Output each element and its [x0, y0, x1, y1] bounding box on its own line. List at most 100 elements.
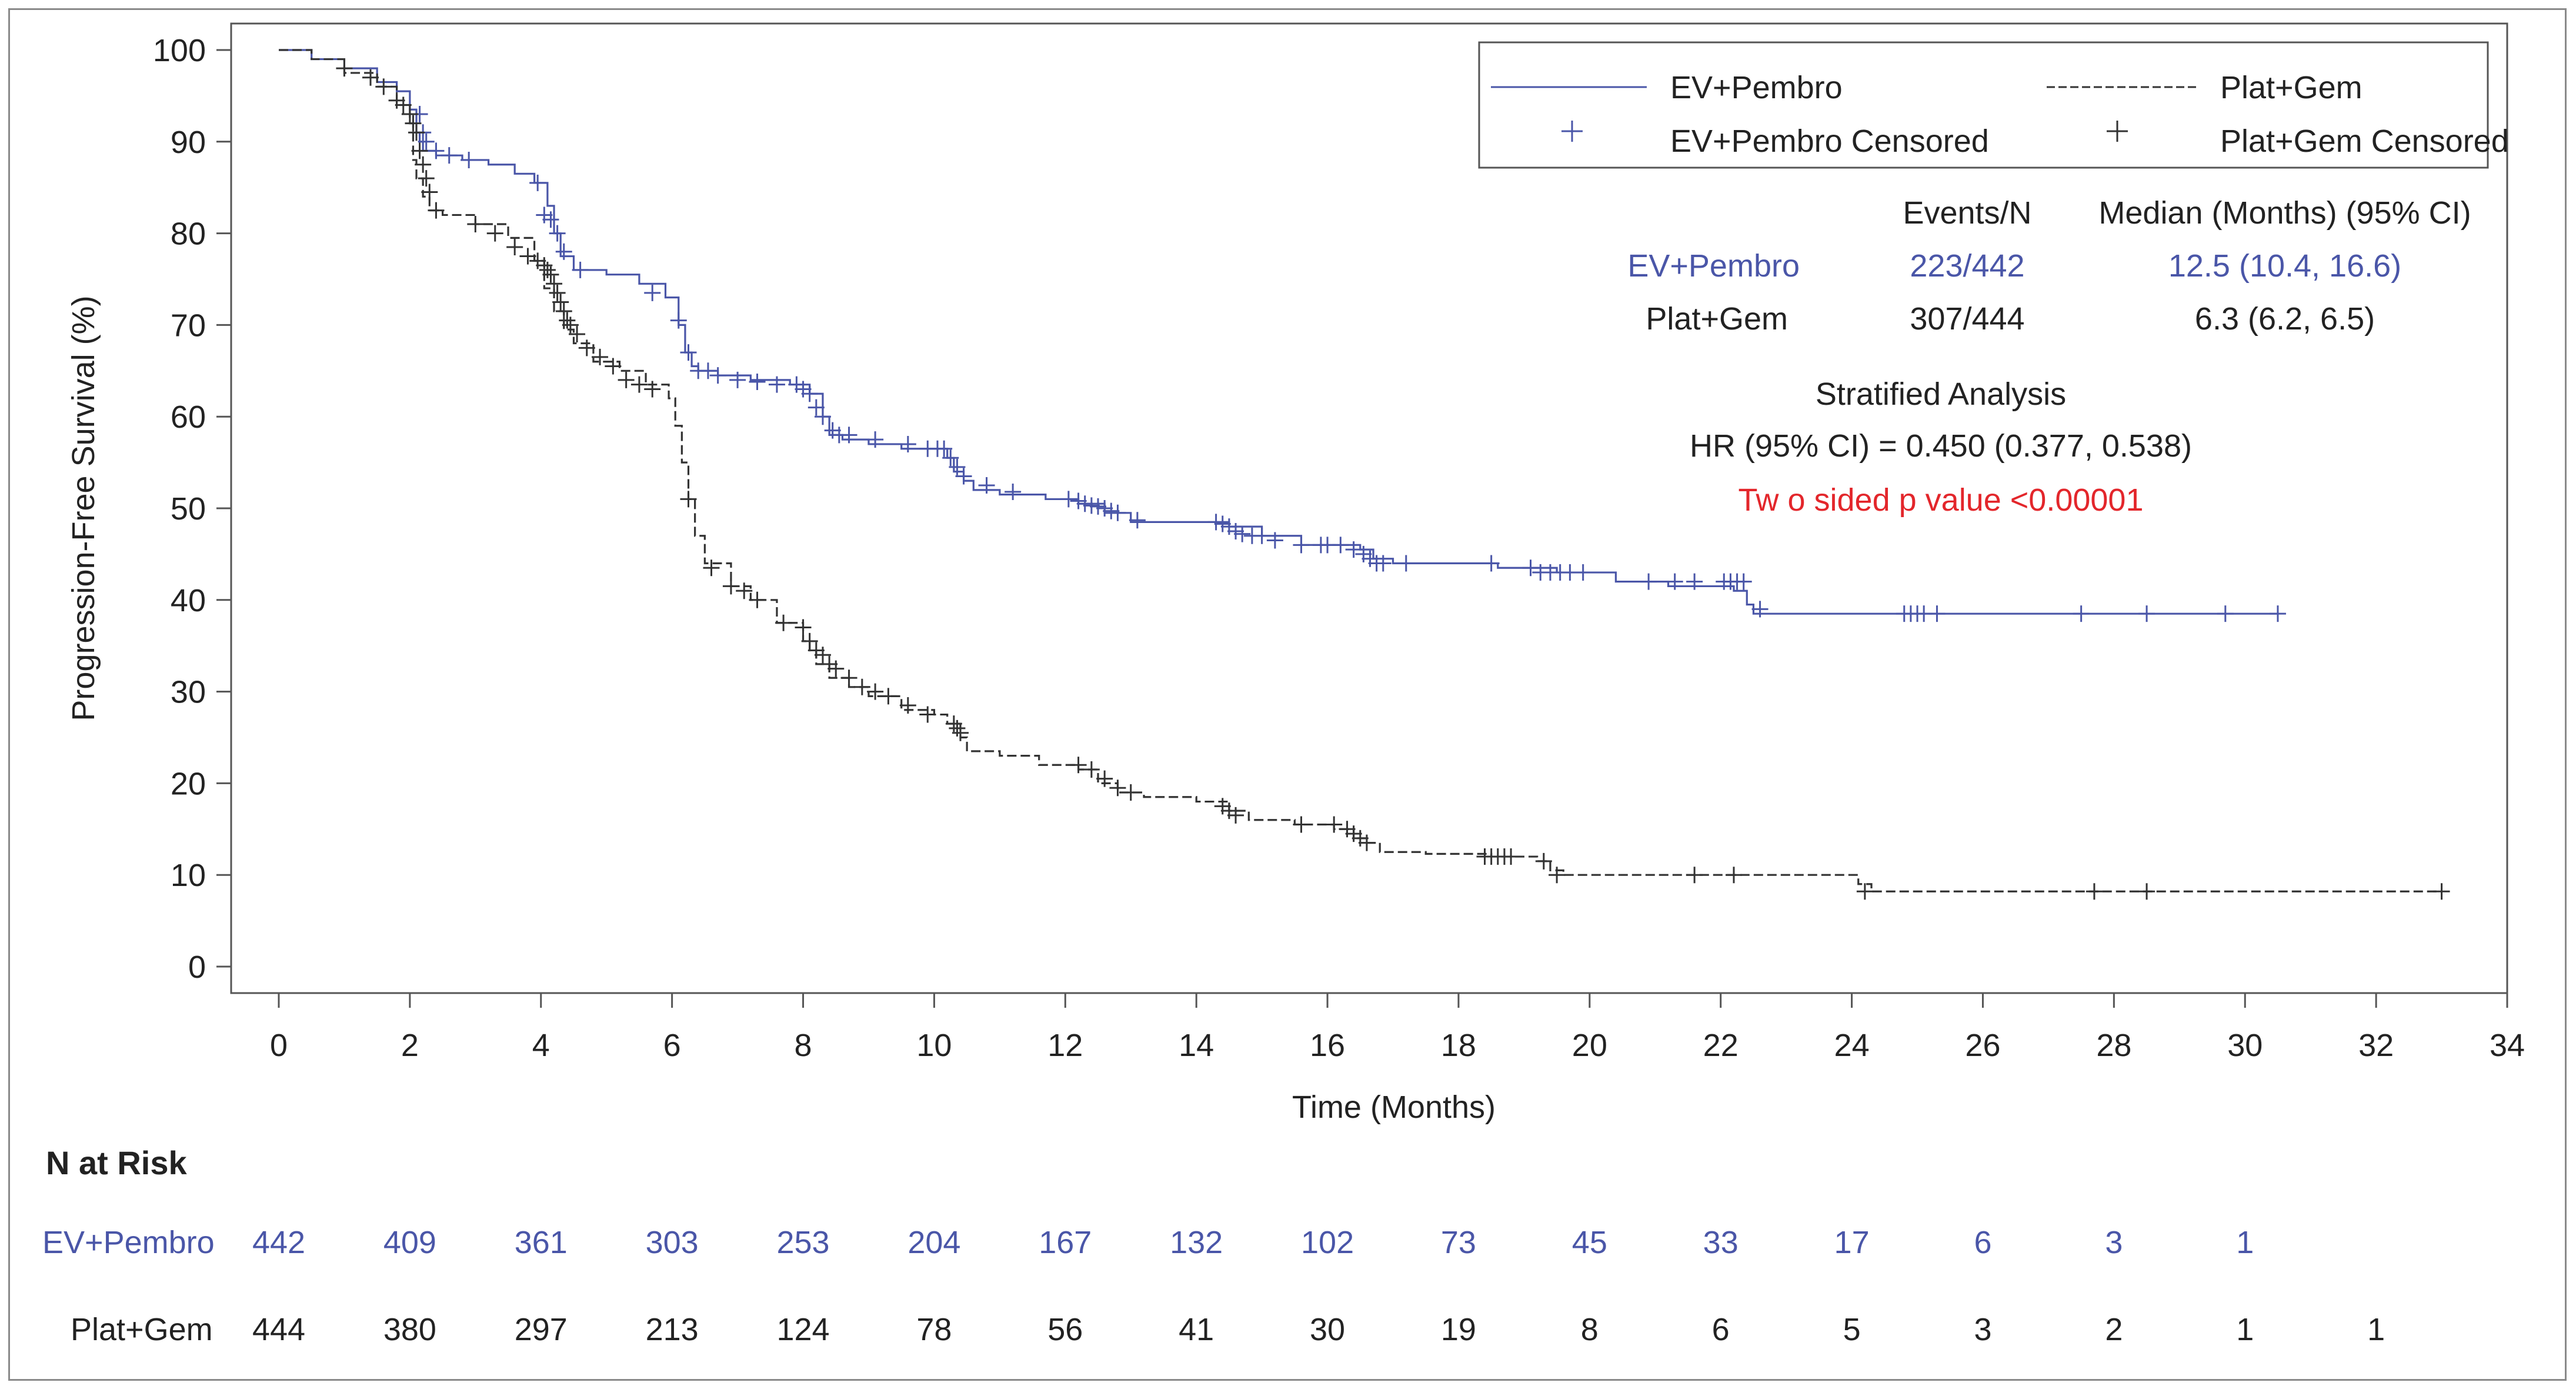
at-risk-value-plat-gem: 297 — [515, 1312, 568, 1347]
censor-mark-ev-pembro — [1735, 573, 1752, 590]
censor-mark-plat-gem — [592, 348, 609, 365]
censor-mark-plat-gem — [569, 325, 586, 342]
censor-mark-ev-pembro — [555, 243, 572, 260]
censor-mark-plat-gem — [486, 225, 503, 242]
legend: EV+Pembro Plat+Gem EV+Pembro Censored Pl… — [1478, 41, 2509, 169]
censor-mark-plat-gem — [1856, 883, 1873, 900]
x-axis-label: Time (Months) — [1292, 1090, 1496, 1125]
censor-mark-ev-pembro — [1253, 527, 1270, 544]
censor-mark-ev-pembro — [1083, 497, 1100, 514]
censor-mark-plat-gem — [418, 170, 435, 187]
censor-mark-ev-pembro — [529, 174, 546, 191]
at-risk-value-plat-gem: 124 — [776, 1312, 829, 1347]
at-risk-value-ev-pembro: 3 — [2105, 1225, 2123, 1260]
censor-mark-plat-gem — [552, 294, 569, 311]
stats-row-median-plat-gem: 6.3 (6.2, 6.5) — [2195, 301, 2375, 337]
censor-mark-plat-gem — [1122, 784, 1139, 801]
y-tick-label: 50 — [171, 491, 206, 527]
censor-mark-plat-gem — [722, 578, 739, 595]
censor-mark-ev-pembro — [1207, 514, 1224, 531]
at-risk-value-ev-pembro: 361 — [515, 1225, 568, 1260]
legend-censor-plat-gem-icon — [2107, 121, 2128, 142]
censor-mark-ev-pembro — [1640, 573, 1657, 590]
censor-mark-plat-gem — [549, 284, 566, 301]
censor-mark-plat-gem — [949, 720, 966, 737]
censor-mark-ev-pembro — [1096, 500, 1113, 517]
x-tick-label: 2 — [401, 1028, 419, 1063]
censor-mark-ev-pembro — [699, 362, 716, 379]
censor-mark-plat-gem — [775, 614, 792, 631]
censor-mark-ev-pembro — [1234, 525, 1251, 542]
x-tick-label: 16 — [1310, 1028, 1345, 1063]
stats-row-name-plat-gem: Plat+Gem — [1646, 301, 1788, 337]
x-tick-label: 22 — [1703, 1028, 1739, 1063]
censor-mark-ev-pembro — [1374, 555, 1392, 572]
legend-label-ev-pembro: EV+Pembro — [1670, 70, 1843, 105]
censor-mark-ev-pembro — [936, 440, 953, 457]
censor-mark-plat-gem — [814, 647, 831, 664]
censor-mark-plat-gem — [1535, 852, 1552, 870]
plot-area — [230, 22, 2508, 994]
censor-mark-ev-pembro — [1076, 495, 1093, 512]
censor-mark-plat-gem — [555, 303, 572, 320]
censor-mark-plat-gem — [506, 238, 523, 255]
censor-mark-ev-pembro — [795, 381, 812, 398]
x-tick-label: 10 — [916, 1028, 952, 1063]
censor-mark-ev-pembro — [1355, 545, 1372, 562]
censor-mark-ev-pembro — [1103, 502, 1120, 519]
at-risk-value-ev-pembro: 6 — [1974, 1225, 1991, 1260]
censor-mark-plat-gem — [749, 591, 766, 608]
censor-mark-ev-pembro — [788, 376, 805, 393]
censor-mark-ev-pembro — [1090, 498, 1107, 515]
censor-mark-plat-gem — [388, 92, 405, 109]
censor-mark-ev-pembro — [2138, 605, 2155, 622]
censor-mark-ev-pembro — [1005, 483, 1022, 500]
y-tick-label: 20 — [171, 766, 206, 801]
censor-mark-plat-gem — [952, 724, 969, 741]
censor-mark-ev-pembro — [807, 399, 825, 416]
x-tick-label: 8 — [795, 1028, 812, 1063]
censor-mark-plat-gem — [1070, 757, 1087, 774]
at-risk-value-plat-gem: 41 — [1179, 1312, 1214, 1347]
at-risk-value-ev-pembro: 73 — [1441, 1225, 1476, 1260]
at-risk-value-ev-pembro: 253 — [776, 1225, 829, 1260]
censor-mark-plat-gem — [2138, 883, 2155, 900]
censor-mark-plat-gem — [618, 371, 635, 388]
at-risk-value-ev-pembro: 17 — [1834, 1225, 1870, 1260]
x-tick-label: 30 — [2227, 1028, 2263, 1063]
x-tick-label: 28 — [2096, 1028, 2131, 1063]
at-risk-value-plat-gem: 213 — [646, 1312, 699, 1347]
annotation-hr: HR (95% CI) = 0.450 (0.377, 0.538) — [1690, 428, 2192, 464]
censor-mark-plat-gem — [945, 715, 962, 732]
censor-mark-plat-gem — [1326, 816, 1343, 833]
censor-mark-ev-pembro — [680, 344, 697, 361]
censor-mark-ev-pembro — [418, 133, 435, 150]
at-risk-value-ev-pembro: 409 — [383, 1225, 436, 1260]
at-risk-value-ev-pembro: 45 — [1572, 1225, 1607, 1260]
x-tick-label: 12 — [1047, 1028, 1083, 1063]
censor-mark-plat-gem — [428, 202, 445, 219]
at-risk-value-plat-gem: 2 — [2105, 1312, 2123, 1347]
censor-mark-plat-gem — [1503, 848, 1520, 865]
censor-mark-plat-gem — [1549, 867, 1566, 884]
censor-mark-plat-gem — [536, 257, 553, 274]
y-tick-label: 10 — [171, 858, 206, 893]
censor-mark-ev-pembro — [644, 284, 661, 301]
censor-mark-ev-pembro — [955, 468, 972, 485]
at-risk-value-plat-gem: 444 — [252, 1312, 305, 1347]
y-tick-label: 100 — [153, 33, 206, 68]
y-axis: 0 10 20 30 40 50 60 70 80 90 100 — [153, 33, 231, 985]
censor-mark-plat-gem — [880, 688, 897, 705]
censor-mark-plat-gem — [539, 261, 556, 278]
x-tick-label: 14 — [1179, 1028, 1214, 1063]
censor-mark-ev-pembro — [2073, 605, 2090, 622]
censor-mark-ev-pembro — [542, 211, 559, 228]
at-risk-value-plat-gem: 3 — [1974, 1312, 1991, 1347]
censor-mark-plat-gem — [644, 381, 661, 398]
censor-mark-plat-gem — [1358, 834, 1375, 851]
legend-label-plat-gem: Plat+Gem — [2220, 70, 2363, 105]
censor-mark-plat-gem — [1220, 802, 1237, 820]
censor-mark-ev-pembro — [942, 449, 959, 467]
censor-mark-plat-gem — [703, 559, 720, 577]
